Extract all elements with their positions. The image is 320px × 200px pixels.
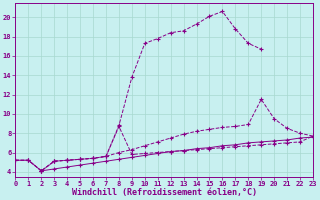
X-axis label: Windchill (Refroidissement éolien,°C): Windchill (Refroidissement éolien,°C)	[72, 188, 257, 197]
